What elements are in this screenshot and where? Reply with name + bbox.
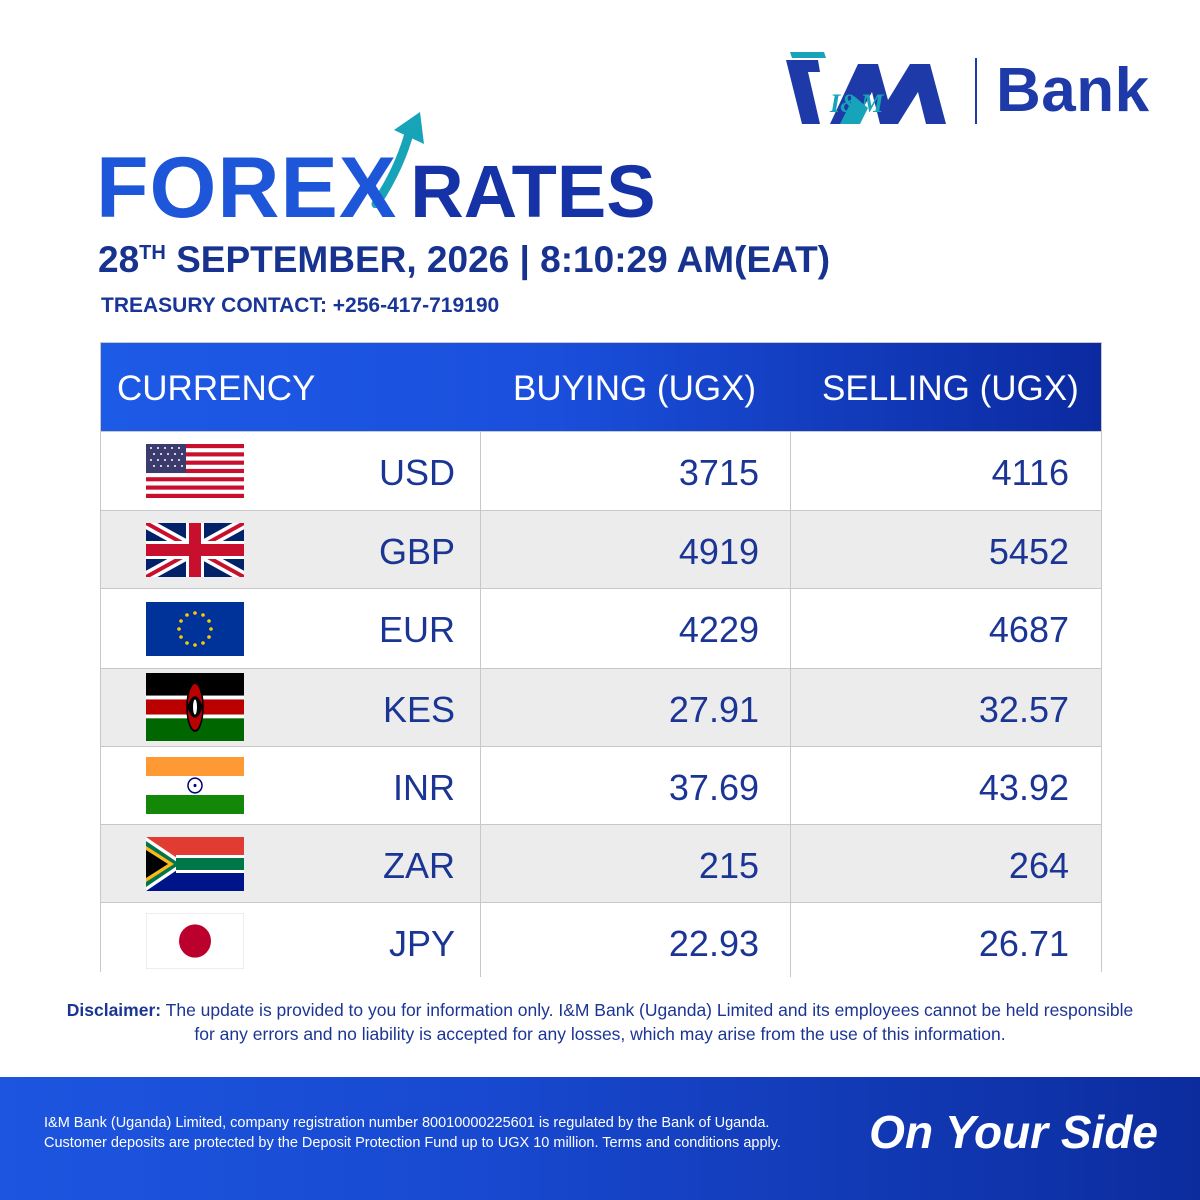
page-title: FOREX RATES — [96, 145, 656, 235]
logo-divider — [975, 58, 977, 124]
growth-arrow-icon — [371, 112, 424, 208]
ampersand-mark: I&M — [829, 89, 884, 118]
title-x: X — [338, 140, 397, 236]
currency-code: EUR — [378, 609, 455, 650]
disclaimer: Disclaimer: The update is provided to yo… — [60, 998, 1140, 1046]
selling-rate: 264 — [1008, 845, 1069, 886]
table-row: INR 37.69 43.92 — [101, 746, 1101, 824]
buying-rate: 27.91 — [668, 689, 759, 730]
title-rates: RATES — [410, 150, 656, 233]
selling-rate: 43.92 — [978, 767, 1069, 808]
disclaimer-text: The update is provided to you for inform… — [161, 1000, 1134, 1044]
disclaimer-label: Disclaimer: — [66, 1000, 162, 1020]
table-header: CURRENCY BUYING (UGX) SELLING (UGX) — [101, 343, 1101, 431]
table-row: EUR 4229 4687 — [101, 588, 1101, 668]
buying-rate: 37.69 — [668, 767, 759, 808]
title-fore: FORE — [96, 140, 339, 236]
selling-rate: 4687 — [988, 609, 1069, 650]
footer-legal-line1: I&M Bank (Uganda) Limited, company regis… — [44, 1115, 770, 1131]
footer-legal: I&M Bank (Uganda) Limited, company regis… — [44, 1113, 874, 1153]
uk-flag-icon — [146, 523, 244, 577]
footer-banner: I&M Bank (Uganda) Limited, company regis… — [0, 1077, 1200, 1200]
column-selling: SELLING (UGX) — [822, 369, 1079, 408]
selling-rate: 32.57 — [978, 689, 1069, 730]
currency-code: USD — [378, 452, 455, 493]
column-buying: BUYING (UGX) — [513, 369, 757, 408]
currency-code: JPY — [388, 923, 455, 964]
im-bank-logo: I&M — [786, 52, 946, 124]
footer-legal-line2: Customer deposits are protected by the D… — [44, 1135, 781, 1151]
forex-table: CURRENCY BUYING (UGX) SELLING (UGX) USD … — [100, 342, 1102, 977]
date-time: 28TH SEPTEMBER, 2026 | 8:10:29 AM(EAT) — [98, 239, 831, 281]
table-row: USD 3715 4116 — [101, 431, 1101, 510]
eu-flag-icon — [146, 602, 244, 656]
india-flag-icon — [146, 757, 244, 814]
selling-rate: 5452 — [988, 531, 1069, 572]
buying-rate: 4919 — [678, 531, 759, 572]
currency-code: GBP — [378, 531, 455, 572]
buying-rate: 22.93 — [668, 923, 759, 964]
japan-flag-icon — [146, 913, 244, 969]
logo-bank-label: Bank — [996, 56, 1150, 125]
table-row: GBP 4919 5452 — [101, 510, 1101, 588]
buying-rate: 3715 — [678, 452, 759, 493]
footer-tagline: On Your Side — [869, 1106, 1158, 1158]
buying-rate: 215 — [698, 845, 759, 886]
buying-rate: 4229 — [678, 609, 759, 650]
table-row: JPY 22.93 26.71 — [101, 902, 1101, 977]
currency-code: KES — [382, 689, 455, 730]
treasury-contact: TREASURY CONTACT: +256-417-719190 — [101, 294, 500, 317]
date-day: 28 — [98, 239, 140, 280]
column-currency: CURRENCY — [117, 369, 316, 408]
currency-code: INR — [393, 767, 455, 808]
selling-rate: 26.71 — [978, 923, 1069, 964]
selling-rate: 4116 — [991, 452, 1069, 493]
date-suffix: TH — [139, 242, 166, 264]
table-row: KES 27.91 32.57 — [101, 668, 1101, 746]
us-flag-icon — [146, 444, 244, 498]
table-row: ZAR 215 264 — [101, 824, 1101, 902]
date-rest: SEPTEMBER, 2026 | 8:10:29 AM(EAT) — [165, 239, 831, 280]
south-africa-flag-icon — [146, 837, 244, 891]
kenya-flag-icon — [146, 673, 244, 741]
currency-code: ZAR — [383, 845, 455, 886]
